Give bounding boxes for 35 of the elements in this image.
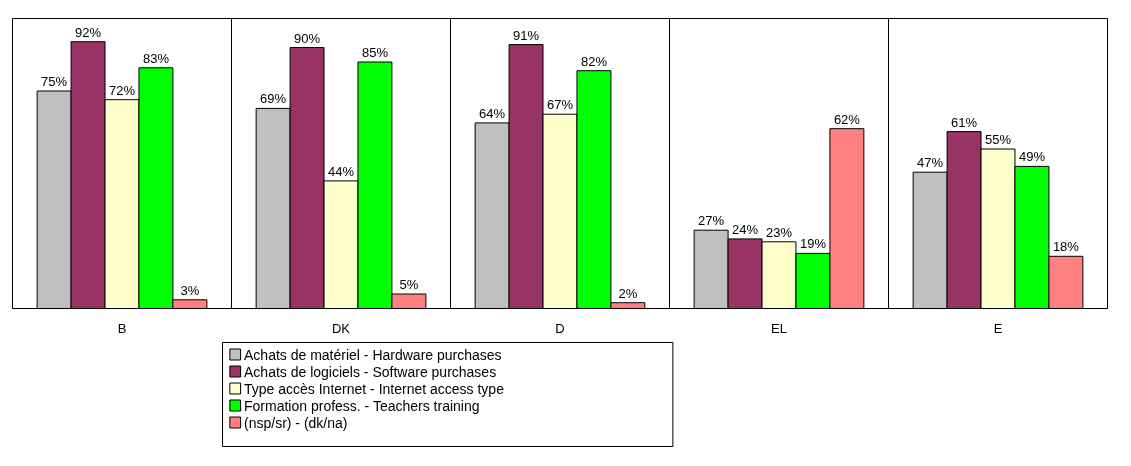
legend-label: Formation profess. - Teachers training <box>244 397 480 414</box>
data-label: 91% <box>513 27 540 43</box>
data-label: 2% <box>618 285 638 301</box>
data-label: 3% <box>180 282 200 298</box>
legend-label: Achats de matériel - Hardware purchases <box>244 346 502 363</box>
data-label: 23% <box>765 224 793 240</box>
data-label: 82% <box>580 53 608 69</box>
data-label: 47% <box>917 155 944 171</box>
data-label: 24% <box>732 221 759 237</box>
data-label: 64% <box>479 105 506 121</box>
legend-label: (nsp/sr) - (dk/na) <box>244 414 348 431</box>
x-tick-label: EL <box>771 320 787 336</box>
data-label: 83% <box>142 50 170 66</box>
x-tick-label: DK <box>331 320 351 336</box>
data-label: 19% <box>799 236 827 252</box>
data-label: 85% <box>361 45 389 60</box>
data-label: 55% <box>984 132 1012 147</box>
x-tick-label: E <box>993 320 1003 336</box>
x-tick-label: B <box>117 320 127 336</box>
data-label: 92% <box>75 24 102 40</box>
data-label: 69% <box>260 91 287 107</box>
data-label: 44% <box>327 163 355 179</box>
data-label: 5% <box>399 277 419 292</box>
legend-label: Achats de logiciels - Software purchases <box>244 363 497 380</box>
data-label: 62% <box>833 111 861 127</box>
data-label: 67% <box>546 97 574 113</box>
data-label: 75% <box>41 74 68 89</box>
legend-label: Type accès Internet - Internet access type <box>244 380 505 397</box>
data-label: 18% <box>1052 239 1080 255</box>
data-label: 49% <box>1018 149 1046 165</box>
data-label: 72% <box>108 82 136 98</box>
data-label: 61% <box>951 114 978 130</box>
x-tick-label: D <box>555 320 565 336</box>
data-label: 27% <box>698 213 725 229</box>
data-label: 90% <box>294 30 321 46</box>
